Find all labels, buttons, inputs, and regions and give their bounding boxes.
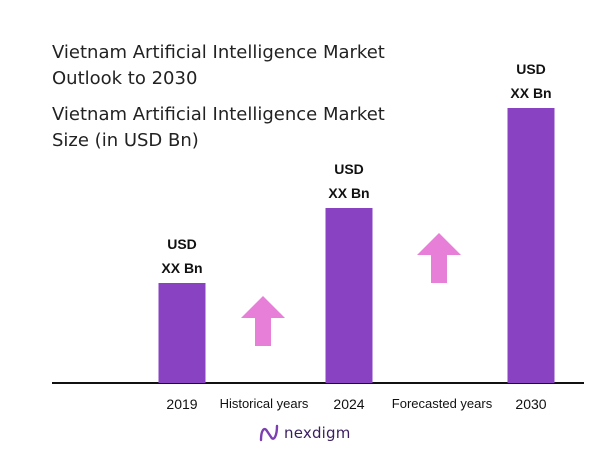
chart-subtitle-line-2: Size (in USD Bn): [52, 130, 199, 151]
period-label-forecasted: Forecasted years: [392, 396, 493, 411]
bar-2019: [158, 283, 206, 383]
brand-logo: nexdigm: [258, 423, 351, 443]
data-label-value-2019: XX Bn: [161, 260, 202, 276]
x-tick-label-2019: 2019: [166, 396, 197, 412]
growth-arrow-forecasted-icon: [417, 233, 461, 283]
data-label-value-2030: XX Bn: [510, 85, 551, 101]
bar-2030: [507, 108, 555, 383]
chart-title-line-1: Vietnam Artificial Intelligence Market: [52, 42, 385, 63]
x-tick-label-2030: 2030: [515, 396, 546, 412]
nexdigm-logo-icon: [259, 424, 279, 442]
title-block: Vietnam Artificial Intelligence Market O…: [52, 40, 432, 154]
data-label-unit-2024: USD: [334, 161, 364, 177]
x-tick-label-2024: 2024: [333, 396, 364, 412]
chart-subtitle-line-1: Vietnam Artificial Intelligence Market: [52, 104, 385, 125]
data-label-unit-2019: USD: [167, 236, 197, 252]
period-label-historical: Historical years: [220, 396, 309, 411]
data-label-unit-2030: USD: [516, 61, 546, 77]
growth-arrow-historical-icon: [241, 296, 285, 346]
chart-title-line-2: Outlook to 2030: [52, 68, 198, 89]
bar-2024: [325, 208, 373, 383]
data-label-value-2024: XX Bn: [328, 185, 369, 201]
brand-name: nexdigm: [284, 424, 351, 442]
